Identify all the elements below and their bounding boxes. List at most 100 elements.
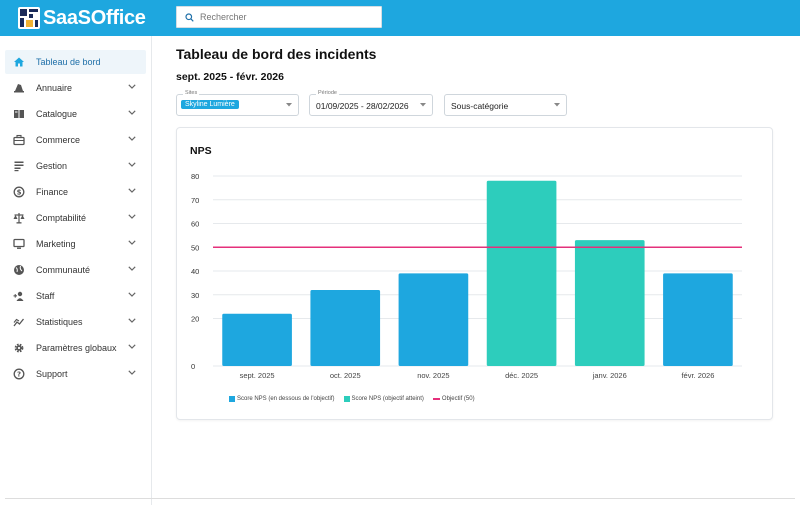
nps-chart: 0 20 30 40 50 60 70 80 sept. 2025 oct. 2025 nov. 2… — [191, 172, 742, 380]
sidebar-item-monitor[interactable]: Marketing — [5, 232, 146, 256]
bar-below-target[interactable] — [222, 313, 292, 366]
sidebar-item-scale[interactable]: Comptabilité — [5, 206, 146, 230]
sidebar-item-list[interactable]: Gestion — [5, 154, 146, 178]
legend-item-objective[interactable]: Objectif (50) — [432, 396, 475, 402]
chevron-down-icon — [128, 162, 136, 167]
y-tick-label: 20 — [191, 315, 199, 324]
x-tick-label: nov. 2025 — [417, 371, 449, 380]
svg-text:$: $ — [17, 188, 22, 196]
home-icon — [13, 56, 25, 68]
y-tick-label: 80 — [191, 172, 199, 181]
gear-icon — [13, 342, 25, 354]
list-icon — [13, 160, 25, 172]
legend-label-objective: Objectif (50) — [441, 396, 475, 402]
bar-target-reached[interactable] — [486, 180, 557, 366]
bar-below-target[interactable] — [310, 290, 381, 366]
sidebar-item-book[interactable]: Catalogue — [5, 102, 146, 126]
dollar-icon: $ — [13, 186, 25, 198]
book-icon — [13, 108, 25, 120]
search-icon — [185, 12, 194, 22]
y-tick-label: 60 — [191, 220, 199, 229]
period-filter-label: Période — [316, 90, 339, 96]
sidebar-item-globe[interactable]: Communauté — [5, 258, 146, 282]
sidebar-item-label: Communauté — [36, 265, 91, 275]
legend-item-below[interactable]: Score NPS (en dessous de l'objectif) — [229, 396, 335, 402]
chevron-down-icon — [128, 266, 136, 271]
sidebar-item-dollar[interactable]: $ Finance — [5, 180, 146, 204]
legend-swatch-below — [229, 396, 235, 402]
x-tick-label: janv. 2026 — [592, 371, 627, 380]
svg-text:?: ? — [17, 371, 21, 379]
y-tick-label: 50 — [191, 243, 199, 252]
sidebar-item-contacts[interactable]: Annuaire — [5, 76, 146, 100]
card-title: NPS — [190, 145, 212, 157]
x-tick-label: févr. 2026 — [681, 371, 714, 380]
sidebar-item-label: Tableau de bord — [36, 57, 101, 67]
sites-filter-label: Sites — [183, 90, 200, 96]
sidebar-item-label: Marketing — [36, 239, 76, 249]
nps-card: NPS 0 20 30 40 50 60 70 80 sept. 2025 oct. 2025 no… — [176, 127, 773, 420]
sites-filter[interactable]: Sites Skyline Lumière — [176, 90, 299, 116]
subcategory-value: Sous-catégorie — [451, 101, 509, 111]
sidebar-item-user-add[interactable]: Staff — [5, 284, 146, 308]
y-tick-label: 40 — [191, 267, 199, 276]
chevron-down-icon — [128, 188, 136, 193]
period-filter[interactable]: Période 01/09/2025 - 28/02/2026 — [309, 90, 433, 116]
y-tick-label: 0 — [191, 362, 195, 371]
x-tick-label: déc. 2025 — [505, 371, 538, 380]
sidebar-item-label: Finance — [36, 187, 69, 197]
stats-icon — [13, 316, 25, 328]
chevron-down-icon — [286, 103, 292, 107]
sidebar-item-label: Annuaire — [36, 83, 73, 93]
sidebar-item-briefcase[interactable]: Commerce — [5, 128, 146, 152]
sidebar-item-stats[interactable]: Statistiques — [5, 310, 146, 334]
y-tick-label: 30 — [191, 291, 199, 300]
chevron-down-icon — [128, 344, 136, 349]
sidebar-item-label: Statistiques — [36, 317, 83, 327]
x-tick-label: sept. 2025 — [240, 371, 275, 380]
user-add-icon — [13, 290, 25, 302]
globe-icon — [13, 264, 25, 276]
bar-below-target[interactable] — [398, 273, 469, 366]
subcategory-filter[interactable]: Sous-catégorie — [444, 94, 567, 116]
app-logo[interactable]: SaaSOffice — [18, 6, 146, 30]
chart-legend: Score NPS (en dessous de l'objectif) Sco… — [229, 396, 484, 402]
page-title: Tableau de bord des incidents — [176, 46, 377, 62]
chevron-down-icon — [128, 110, 136, 115]
legend-swatch-objective — [432, 398, 440, 400]
legend-item-reached[interactable]: Score NPS (objectif atteint) — [343, 396, 424, 402]
legend-label-below: Score NPS (en dessous de l'objectif) — [237, 396, 335, 402]
search-box[interactable] — [176, 6, 382, 28]
sidebar-item-help[interactable]: ? Support — [5, 362, 146, 386]
bar-below-target[interactable] — [663, 273, 733, 366]
sidebar-item-label: Support — [36, 369, 68, 379]
chevron-down-icon — [420, 103, 426, 107]
sidebar-item-label: Catalogue — [36, 109, 78, 119]
sidebar-item-home[interactable]: Tableau de bord — [5, 50, 146, 74]
logo-icon — [18, 7, 40, 29]
period-value: 01/09/2025 - 28/02/2026 — [316, 101, 409, 111]
legend-swatch-reached — [343, 396, 350, 402]
chevron-down-icon — [128, 136, 136, 141]
chevron-down-icon — [128, 318, 136, 323]
bottom-divider — [5, 498, 795, 499]
top-bar: SaaSOffice — [0, 0, 800, 36]
monitor-icon — [13, 238, 25, 250]
bar-target-reached[interactable] — [574, 240, 645, 366]
sidebar-item-label: Paramètres globaux — [36, 343, 117, 353]
chevron-down-icon — [554, 103, 560, 107]
chevron-down-icon — [128, 370, 136, 375]
x-tick-label: oct. 2025 — [330, 371, 361, 380]
search-input[interactable] — [200, 12, 370, 22]
sidebar-item-label: Staff — [36, 291, 55, 301]
sidebar-item-gear[interactable]: Paramètres globaux — [5, 336, 146, 360]
chevron-down-icon — [128, 292, 136, 297]
y-tick-label: 70 — [191, 196, 199, 205]
main-content: Tableau de bord des incidents sept. 2025… — [152, 36, 800, 505]
app-name: SaaSOffice — [43, 6, 146, 29]
legend-label-reached: Score NPS (objectif atteint) — [351, 396, 424, 402]
site-chip[interactable]: Skyline Lumière — [181, 100, 239, 109]
sidebar-item-label: Commerce — [36, 135, 81, 145]
briefcase-icon — [13, 134, 25, 146]
chevron-down-icon — [128, 84, 136, 89]
